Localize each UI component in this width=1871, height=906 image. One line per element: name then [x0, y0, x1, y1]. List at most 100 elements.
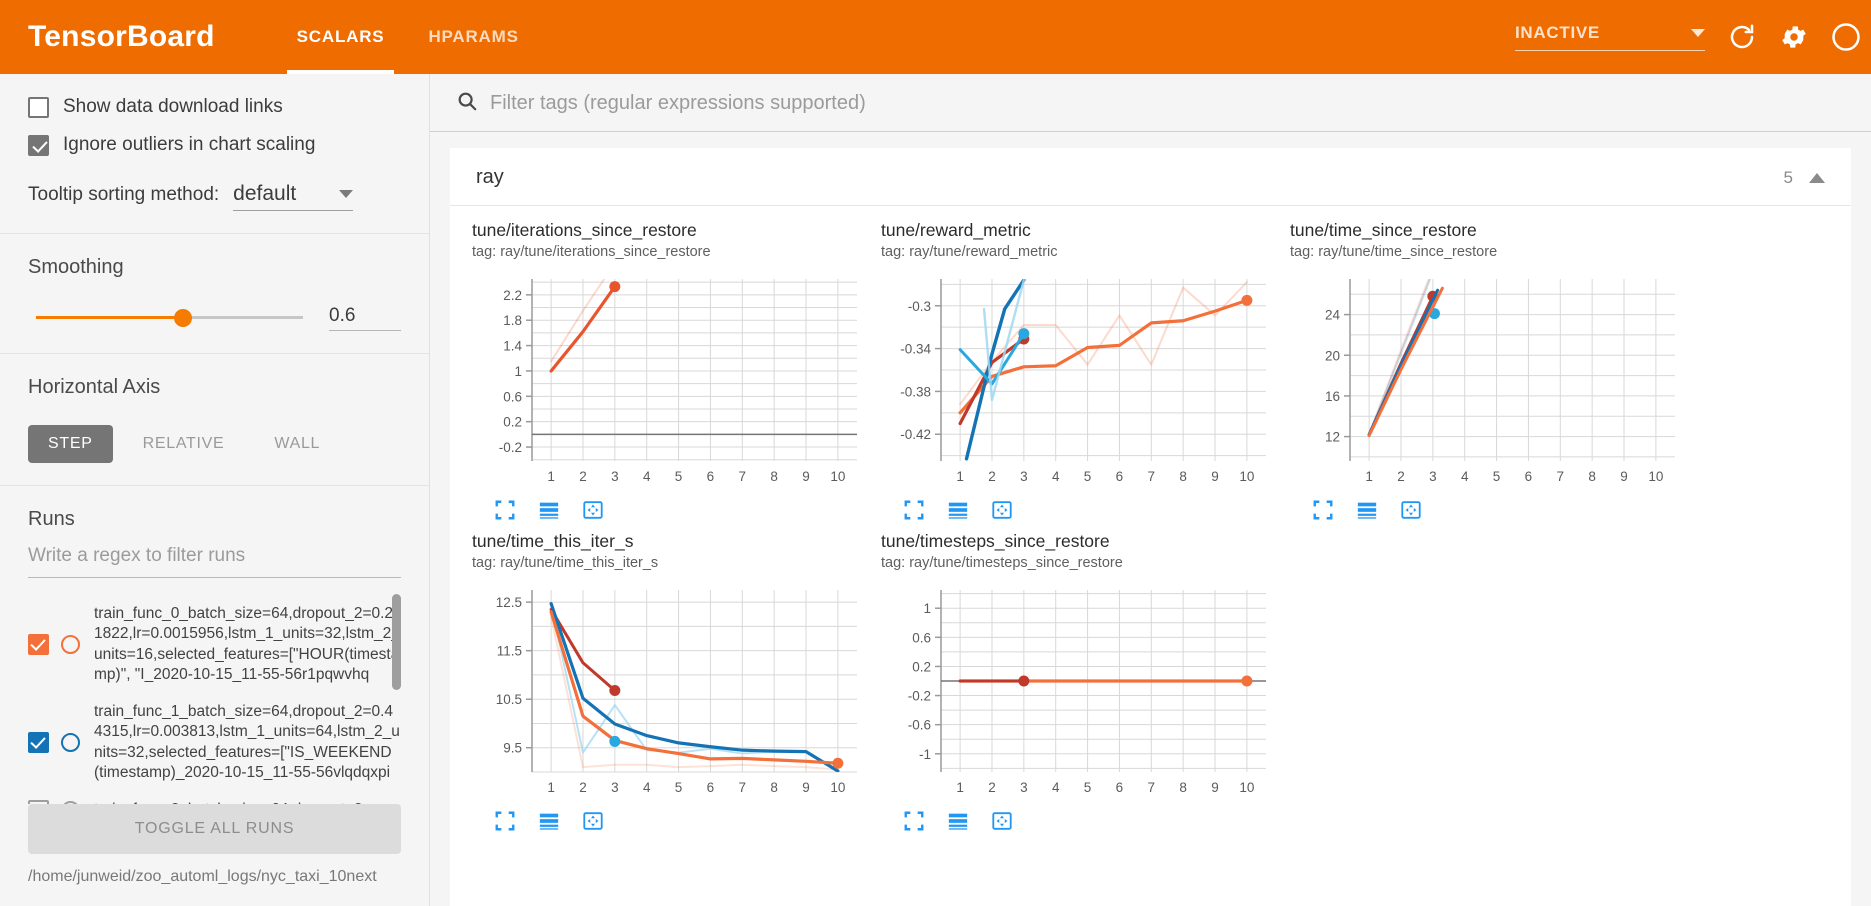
search-icon — [456, 90, 478, 117]
run-color-circle[interactable] — [61, 800, 80, 805]
chart-plot[interactable]: 1 0.6 0.2 -0.2 -0.6 -1 1 2 3 4 5 6 7 8 9 10 — [881, 578, 1276, 808]
runs-filter-input[interactable]: Write a regex to filter runs — [28, 545, 401, 578]
svg-text:1: 1 — [956, 469, 964, 484]
svg-text:4: 4 — [1052, 469, 1060, 484]
tooltip-sorting-row: Tooltip sorting method: default — [28, 182, 401, 211]
chart-plot[interactable]: 12.5 11.5 10.5 9.5 1 2 3 4 5 6 7 8 9 10 — [472, 578, 867, 808]
axis-option-relative[interactable]: RELATIVE — [142, 435, 225, 452]
expand-icon[interactable] — [494, 810, 516, 832]
chart-card: tune/timesteps_since_restore tag: ray/tun… — [881, 531, 1290, 832]
fit-domain-icon[interactable] — [582, 499, 604, 521]
tooltip-sorting-select[interactable]: default — [233, 182, 354, 211]
smoothing-slider[interactable] — [28, 309, 303, 327]
toggle-all-runs-button[interactable]: TOGGLE ALL RUNS — [28, 804, 401, 855]
tag-filter-input[interactable]: Filter tags (regular expressions support… — [490, 92, 866, 114]
ignore-outliers-row[interactable]: Ignore outliers in chart scaling — [28, 134, 401, 156]
list-item[interactable]: train_func_2_batch_size=64,dropout_2= — [28, 792, 401, 805]
tab-scalars[interactable]: SCALARS — [275, 0, 407, 74]
svg-text:3: 3 — [611, 780, 619, 795]
svg-text:1: 1 — [923, 601, 931, 616]
run-checkbox[interactable] — [28, 634, 49, 656]
svg-text:8: 8 — [770, 780, 778, 795]
svg-text:8: 8 — [1588, 469, 1596, 484]
runs-scrollbar[interactable] — [392, 594, 401, 690]
svg-text:10: 10 — [1239, 469, 1254, 484]
chart-title: tune/reward_metric — [881, 220, 1031, 240]
chevron-up-icon[interactable] — [1809, 172, 1825, 183]
data-table-icon[interactable] — [947, 499, 969, 521]
svg-text:24: 24 — [1325, 308, 1341, 323]
run-color-circle[interactable] — [61, 733, 80, 753]
expand-icon[interactable] — [903, 499, 925, 521]
ignore-outliers-checkbox[interactable] — [28, 134, 49, 156]
tab-hparams[interactable]: HPARAMS — [428, 27, 519, 46]
chart-plot[interactable]: -0.3 -0.34 -0.38 -0.42 1 2 3 4 5 6 7 8 9 10 — [881, 267, 1276, 497]
smoothing-title: Smoothing — [28, 256, 124, 278]
settings-sidebar: Show data download links Ignore outliers… — [0, 74, 430, 906]
fit-domain-icon[interactable] — [991, 810, 1013, 832]
svg-text:2: 2 — [1397, 469, 1405, 484]
svg-text:0.2: 0.2 — [503, 415, 522, 430]
main-panel: Filter tags (regular expressions support… — [430, 74, 1871, 906]
chevron-down-icon — [339, 190, 354, 198]
tag-group-header[interactable]: ray 5 — [450, 148, 1851, 206]
axis-option-wall[interactable]: WALL — [274, 435, 321, 452]
tag-group-card: ray 5 tune/iterations_since_restore tag: … — [450, 148, 1851, 906]
run-checkbox[interactable] — [28, 799, 49, 805]
svg-text:8: 8 — [1179, 780, 1187, 795]
svg-text:-0.6: -0.6 — [908, 718, 931, 733]
smoothing-value-input[interactable]: 0.6 — [329, 305, 401, 331]
data-table-icon[interactable] — [538, 810, 560, 832]
data-table-icon[interactable] — [947, 810, 969, 832]
tag-filter-bar[interactable]: Filter tags (regular expressions support… — [430, 74, 1871, 132]
fit-domain-icon[interactable] — [582, 810, 604, 832]
svg-text:4: 4 — [643, 469, 651, 484]
list-item[interactable]: train_func_1_batch_size=64,dropout_2=0.4… — [28, 694, 401, 792]
gear-icon[interactable] — [1779, 22, 1809, 52]
data-table-icon[interactable] — [1356, 499, 1378, 521]
svg-text:10: 10 — [1239, 780, 1254, 795]
run-name-label: train_func_0_batch_size=64,dropout_2=0.2… — [94, 605, 400, 684]
expand-icon[interactable] — [1312, 499, 1334, 521]
data-table-icon[interactable] — [538, 499, 560, 521]
svg-text:9: 9 — [1211, 780, 1219, 795]
fit-domain-icon[interactable] — [991, 499, 1013, 521]
svg-text:6: 6 — [707, 469, 715, 484]
show-download-links-row[interactable]: Show data download links — [28, 96, 401, 118]
chart-tag: tag: ray/tune/time_this_iter_s — [472, 555, 659, 571]
run-name-label: train_func_2_batch_size=64,dropout_2= — [94, 800, 401, 805]
refresh-icon[interactable] — [1727, 22, 1757, 52]
svg-text:16: 16 — [1325, 389, 1340, 404]
svg-text:-0.38: -0.38 — [900, 384, 931, 399]
reload-status-select[interactable]: INACTIVE — [1515, 23, 1705, 51]
run-color-circle[interactable] — [61, 635, 80, 655]
expand-icon[interactable] — [494, 499, 516, 521]
svg-text:5: 5 — [1084, 469, 1092, 484]
show-download-links-checkbox[interactable] — [28, 96, 49, 118]
fit-domain-icon[interactable] — [1400, 499, 1422, 521]
axis-option-step[interactable]: STEP — [28, 425, 113, 463]
slider-thumb[interactable] — [173, 309, 192, 327]
svg-text:1.8: 1.8 — [503, 313, 522, 328]
app-header: TensorBoard SCALARS HPARAMS INACTIVE — [0, 0, 1871, 74]
run-checkbox[interactable] — [28, 732, 49, 754]
chevron-down-icon — [1691, 29, 1705, 37]
svg-text:-1: -1 — [919, 747, 931, 762]
svg-text:2.2: 2.2 — [503, 288, 522, 303]
expand-icon[interactable] — [903, 810, 925, 832]
charts-grid: tune/iterations_since_restore tag: ray/tu… — [450, 206, 1851, 842]
runs-list[interactable]: train_func_0_batch_size=64,dropout_2=0.2… — [28, 586, 401, 805]
svg-text:0.6: 0.6 — [503, 389, 522, 404]
svg-text:8: 8 — [770, 469, 778, 484]
svg-text:-0.2: -0.2 — [499, 440, 522, 455]
svg-text:4: 4 — [1461, 469, 1469, 484]
list-item[interactable]: train_func_0_batch_size=64,dropout_2=0.2… — [28, 596, 401, 694]
tag-group-count: 5 — [1783, 167, 1793, 187]
help-icon[interactable] — [1831, 22, 1861, 52]
chart-plot[interactable]: 2.2 1.8 1.4 1 0.6 0.2 -0.2 1 2 3 4 5 6 7 8 9 10 — [472, 267, 867, 497]
svg-text:6: 6 — [1116, 780, 1124, 795]
svg-text:1: 1 — [514, 364, 522, 379]
horizontal-axis-title: Horizontal Axis — [28, 376, 161, 398]
svg-text:9.5: 9.5 — [503, 741, 522, 756]
